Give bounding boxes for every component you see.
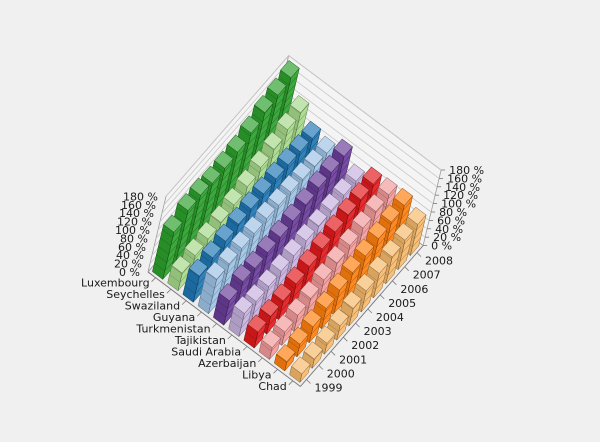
y-tick-label-left: 80 % xyxy=(120,232,148,245)
category-tick xyxy=(416,252,422,257)
y-tick-label-left: 60 % xyxy=(118,241,146,254)
gridline xyxy=(165,54,442,197)
y-tick-label-right: 160 % xyxy=(447,172,482,185)
bar xyxy=(182,258,209,303)
bars xyxy=(152,60,427,383)
y-tick-label-right: 120 % xyxy=(443,189,478,202)
y-tick-label-left: 180 % xyxy=(123,190,158,203)
series-label: Tajikistan xyxy=(174,334,226,347)
category-label: 2002 xyxy=(351,339,379,352)
series-tick xyxy=(242,346,248,351)
series-label: Libya xyxy=(242,368,271,381)
series-label: Turkmenistan xyxy=(135,323,210,336)
series-label: Saudi Arabia xyxy=(171,345,241,358)
series-tick xyxy=(197,311,202,317)
category-label: 2008 xyxy=(425,255,453,268)
series-tick xyxy=(227,334,233,340)
y-tick-label-left: 40 % xyxy=(116,249,144,262)
category-tick xyxy=(343,336,348,342)
category-tick xyxy=(392,280,397,286)
category-label: 2003 xyxy=(364,325,392,338)
series-tick xyxy=(258,357,263,363)
category-tick xyxy=(306,379,311,384)
series-axis-line xyxy=(147,271,301,387)
bar xyxy=(338,290,362,327)
category-tick xyxy=(379,294,385,300)
category-tick xyxy=(330,351,336,356)
series-label: Guyana xyxy=(153,311,195,324)
value-axis: 0 %0 %20 %20 %40 %40 %60 %60 %80 %80 %10… xyxy=(114,164,484,279)
bar xyxy=(152,214,183,280)
category-label: 2000 xyxy=(327,367,355,380)
y-tick-label-right: 40 % xyxy=(435,223,463,236)
category-tick xyxy=(355,322,360,328)
category-label: 1999 xyxy=(315,382,343,395)
y-tick-label-left: 140 % xyxy=(119,207,154,220)
y-tick-label-left: 20 % xyxy=(114,258,142,271)
series-tick xyxy=(212,323,217,328)
bar xyxy=(313,325,336,355)
series-label: Swaziland xyxy=(125,300,180,313)
y-tick-label-right: 80 % xyxy=(439,206,467,219)
series-tick xyxy=(151,277,156,282)
y-tick-label-right: 180 % xyxy=(449,164,484,177)
series-label: Seychelles xyxy=(106,288,165,301)
bar xyxy=(271,314,294,346)
bar xyxy=(286,326,309,358)
category-label: 2001 xyxy=(339,353,367,366)
series-axis: LuxembourgSeychellesSwazilandGuyanaTurkm… xyxy=(81,271,301,393)
series-tick xyxy=(166,288,172,294)
y-tick-label-right: 20 % xyxy=(433,231,461,244)
bar xyxy=(274,344,296,372)
y-tick-label-right: 140 % xyxy=(445,181,480,194)
category-tick xyxy=(404,266,409,271)
series-tick xyxy=(181,300,187,305)
bar xyxy=(167,255,191,292)
bar xyxy=(213,283,239,326)
bar xyxy=(301,341,324,369)
category-label: 2007 xyxy=(413,269,441,282)
y-tick-label-left: 0 % xyxy=(119,266,140,279)
category-label: 2006 xyxy=(400,283,428,296)
category-label: 2004 xyxy=(376,311,404,324)
y-tick-label-right: 60 % xyxy=(437,214,465,227)
series-tick xyxy=(273,369,278,374)
y-tick-label-right: 100 % xyxy=(441,198,476,211)
bar xyxy=(258,330,281,360)
series-label: Chad xyxy=(258,380,286,393)
series-label: Luxembourg xyxy=(81,277,150,290)
y-tick-label-left: 160 % xyxy=(121,199,156,212)
category-label: 2005 xyxy=(388,297,416,310)
category-axis-line xyxy=(300,245,424,387)
series-tick xyxy=(288,380,294,386)
bar xyxy=(283,297,307,332)
y-tick-label-left: 120 % xyxy=(117,216,152,229)
y-tick-label-right: 0 % xyxy=(431,240,452,253)
bar xyxy=(289,356,311,383)
bar xyxy=(197,261,226,315)
bar xyxy=(326,308,349,341)
y-tick-label-left: 100 % xyxy=(115,224,150,237)
category-tick xyxy=(367,308,373,314)
bar xyxy=(228,295,254,338)
series-label: Azerbaijan xyxy=(198,357,256,370)
bar xyxy=(243,314,267,349)
category-tick xyxy=(318,365,324,370)
